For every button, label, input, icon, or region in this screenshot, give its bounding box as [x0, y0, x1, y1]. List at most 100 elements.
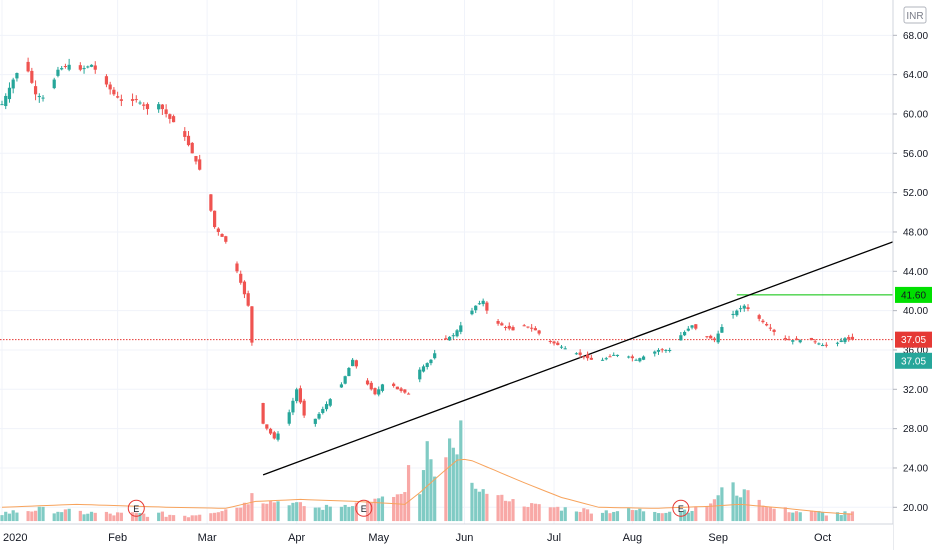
candle-down [116, 91, 120, 99]
volume-bar [716, 495, 720, 522]
price-axis[interactable]: 20.00 24.00 28.00 32.00 36.00 40.00 44.00 48.00… [893, 31, 928, 514]
earnings-marker[interactable]: E [127, 499, 145, 517]
candle-down [112, 87, 116, 96]
candle-body [533, 328, 537, 331]
price-tick-label: 20.00 [903, 503, 928, 514]
candle-up [668, 347, 672, 353]
candle-body [186, 135, 191, 146]
candle-body [403, 389, 407, 393]
candle-body [783, 338, 787, 340]
volume-bar [339, 506, 344, 522]
volume-bar [302, 506, 306, 522]
volume-bar [735, 495, 739, 522]
candle-body [291, 400, 295, 413]
candle-up [798, 339, 802, 344]
candle-body [261, 402, 265, 424]
candle-body [268, 428, 273, 434]
earnings-marker[interactable]: E [355, 499, 373, 517]
candle-body [664, 349, 668, 351]
volume-bar [507, 501, 511, 522]
volume-bar [586, 509, 590, 522]
candle-body [608, 356, 612, 358]
volume-bar [246, 504, 250, 522]
candle-body [500, 323, 504, 326]
candle-body [160, 104, 164, 110]
candle-body [682, 331, 687, 336]
volume-bar [720, 487, 724, 522]
candle-down [444, 335, 448, 341]
volume-bar [93, 512, 97, 522]
candle-down [794, 336, 799, 341]
volume-bar [239, 507, 243, 522]
candle-up [615, 354, 620, 358]
candle-body [843, 338, 847, 343]
candle-down [399, 386, 403, 393]
candle-body [448, 336, 452, 341]
time-axis[interactable]: 2020 Feb Mar Apr May Jun Jul Aug Sep Oct [3, 532, 831, 544]
volume-bar [738, 497, 743, 522]
gridlines [0, 0, 893, 524]
price-tick-label: 68.00 [903, 31, 928, 42]
candle-up [377, 386, 381, 397]
candle-down [213, 210, 217, 229]
volume-bar [82, 514, 86, 522]
price-badge-background [895, 286, 932, 303]
volume-bar [168, 514, 172, 522]
volume-bar [365, 500, 370, 522]
candle-body [11, 79, 15, 89]
candle-body [138, 102, 142, 104]
price-badge-label: 37.05 [901, 356, 926, 367]
candle-up [60, 65, 64, 71]
candle-body [656, 349, 661, 352]
candle-body [89, 64, 94, 67]
currency-label[interactable]: INR [903, 6, 927, 24]
candle-up [559, 344, 564, 349]
candle-up [720, 324, 724, 333]
candle-body [395, 386, 399, 390]
candle-down [183, 127, 187, 141]
candle-down [705, 336, 709, 339]
candle-body [705, 336, 709, 338]
earnings-marker-label: E [361, 504, 367, 514]
candle-body [604, 358, 608, 360]
volume-bar [552, 507, 556, 522]
volume-bar [474, 488, 478, 522]
volume-bar [295, 502, 299, 522]
candle-down [369, 380, 373, 391]
volume-bar [556, 506, 560, 522]
candle-down [365, 378, 370, 386]
candle-body [720, 327, 724, 333]
candle-body [157, 104, 161, 110]
volume-bar [731, 482, 735, 522]
candle-body [373, 388, 377, 395]
volume-bar [705, 506, 709, 522]
volume-bar [787, 512, 791, 522]
candle-down [220, 233, 224, 237]
volume-bar [119, 512, 123, 522]
candle-down [265, 424, 269, 431]
candle-body [7, 87, 12, 100]
candle-body [295, 389, 299, 402]
candle-down [78, 62, 82, 72]
candle-body [194, 156, 198, 162]
volume-bar [821, 511, 825, 522]
earnings-marker[interactable]: E [672, 499, 690, 517]
volume-bar [503, 500, 508, 522]
volume-bar [4, 511, 8, 522]
earnings-marker-circle [672, 499, 690, 517]
trendline[interactable] [262, 238, 902, 476]
candle-body [116, 96, 120, 98]
candle-down [507, 322, 511, 331]
candle-body [738, 308, 743, 310]
candle-body [429, 359, 433, 364]
time-axis-background [0, 524, 893, 550]
volume-bar [425, 441, 429, 522]
candle-up [843, 336, 847, 344]
candle-body [772, 329, 776, 332]
candle-body [406, 393, 411, 395]
candle-body [93, 65, 97, 70]
time-tick-label: Jun [456, 532, 474, 544]
candle-body [60, 68, 64, 70]
